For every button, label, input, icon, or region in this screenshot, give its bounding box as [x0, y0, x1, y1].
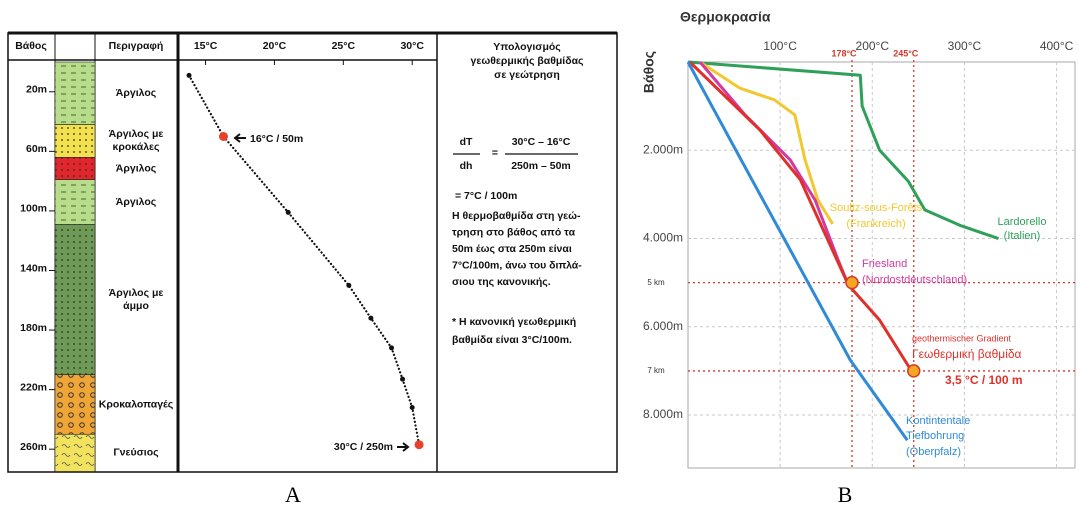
data-point [368, 315, 374, 321]
y-tick-label: 100m [20, 203, 47, 215]
y-tick-label: 220m [20, 381, 47, 393]
data-point [409, 404, 415, 410]
series-line [688, 60, 915, 374]
layer-label: κροκάλες [112, 141, 160, 153]
data-point [218, 131, 228, 141]
formula: dT [460, 136, 473, 148]
panel-label: A [285, 482, 301, 507]
series-label: (Italien) [1004, 230, 1041, 242]
x-tick-label: 400°C [1040, 39, 1074, 53]
data-point [346, 282, 352, 288]
note: τρηση στο βάθος από τα [452, 226, 576, 238]
formula-result: = 7°C / 100m [455, 190, 517, 202]
calc-title: γεωθερμικής βαθμίδας [471, 55, 585, 67]
data-point [414, 440, 424, 450]
marker [845, 275, 859, 290]
column-header: Περιγραφή [109, 40, 164, 52]
series-label: Kontintentale [906, 415, 970, 427]
layer-label: Άργιλος [116, 162, 157, 174]
marker [907, 364, 921, 378]
layer-pattern [55, 374, 95, 435]
data-point [186, 72, 192, 78]
panel-label: B [838, 482, 853, 507]
series-label: (Frankreich) [846, 218, 905, 230]
x-tick-label: 200°C [856, 39, 890, 53]
annotation: 16°C / 50m [250, 133, 303, 145]
y-tick-label: 2.000m [643, 142, 683, 156]
data-point [285, 209, 291, 215]
layer-pattern [55, 224, 95, 375]
y-tick-label: 4.000m [643, 231, 683, 245]
x-tick-label: 20°C [263, 40, 287, 52]
plot-frame [687, 61, 1076, 469]
footnote: * Η κανονική γεωθερμική [452, 316, 576, 328]
footnote: βαθμίδα είναι 3°C/100m. [452, 334, 572, 346]
series-line [699, 60, 834, 225]
series-annotation: 3,5 °C / 100 m [945, 373, 1023, 387]
data-point [400, 376, 406, 382]
y-tick-label: 6.000m [643, 319, 683, 333]
y-tick-label: 60m [26, 143, 47, 155]
layer-label: Άργιλος [116, 87, 157, 99]
layer-pattern [55, 62, 95, 125]
x-tick-label: 15°C [194, 40, 218, 52]
y-tick-label: 260m [20, 441, 47, 453]
reference-label: 7 km [647, 366, 665, 375]
note: σιου της κανονικής. [452, 276, 551, 288]
layer-label: Άργιλος με [109, 287, 164, 299]
series-label: (Nordostdeutschland) [862, 274, 967, 286]
x-tick-label: 25°C [332, 40, 356, 52]
note: 50m έως στα 250m είναι [452, 243, 572, 255]
y-tick-label: 20m [26, 84, 47, 96]
layer-pattern [55, 157, 95, 180]
formula: 30°C – 16°C [512, 136, 571, 148]
note: 7°C/100m, άνω του διπλά- [452, 259, 582, 271]
series-label: geothermischer Gradient [912, 333, 1012, 343]
layer-label: Κροκαλοπαγές [99, 398, 174, 410]
reference-label: 5 km [647, 278, 665, 287]
series-label: Friesland [862, 258, 907, 270]
series-label: Lardorello [998, 216, 1047, 228]
formula: 250m – 50m [511, 160, 571, 172]
series-line [686, 61, 909, 442]
series-label: (Oberpfalz) [906, 446, 961, 458]
note: Η θερμοβαθμίδα στη γεώ- [452, 210, 581, 222]
formula: dh [460, 160, 473, 172]
x-tick-label: 30°C [400, 40, 424, 52]
series-label: Γεωθερμική βαθμίδα [912, 347, 1022, 361]
reference-label: 245°C [893, 48, 919, 58]
y-tick-label: 140m [20, 262, 47, 274]
layer-pattern [55, 124, 95, 158]
arrow [233, 133, 246, 143]
layer-label: Άργιλος [116, 196, 157, 208]
layer-pattern [55, 434, 95, 472]
y-axis-label: Βάθος [641, 51, 657, 93]
x-tick-label: 300°C [948, 39, 982, 53]
series-label: Soultz-sous-Forêts [830, 202, 923, 214]
y-tick-label: 180m [20, 322, 47, 334]
data-point [389, 345, 395, 351]
layer-label: Άργιλος με [109, 128, 164, 140]
x-tick-label: 100°C [763, 39, 797, 53]
y-tick-label: 8.000m [643, 407, 683, 421]
annotation: 30°C / 250m [334, 441, 393, 453]
layer-pattern [55, 179, 95, 225]
arrow [397, 442, 410, 452]
layer-label: άμμο [123, 300, 149, 312]
column-header: Βάθος [15, 40, 47, 52]
series-line [687, 60, 1000, 240]
formula: = [492, 147, 498, 159]
reference-label: 178°C [831, 48, 857, 58]
layer-label: Γνεύσιος [113, 447, 159, 459]
calc-title: Υπολογισμός [493, 41, 561, 53]
chart-title: Θερμοκρασία [680, 9, 771, 25]
series-label: Tiefbohrung [906, 430, 964, 442]
calc-title: σε γεώτρηση [494, 69, 560, 81]
